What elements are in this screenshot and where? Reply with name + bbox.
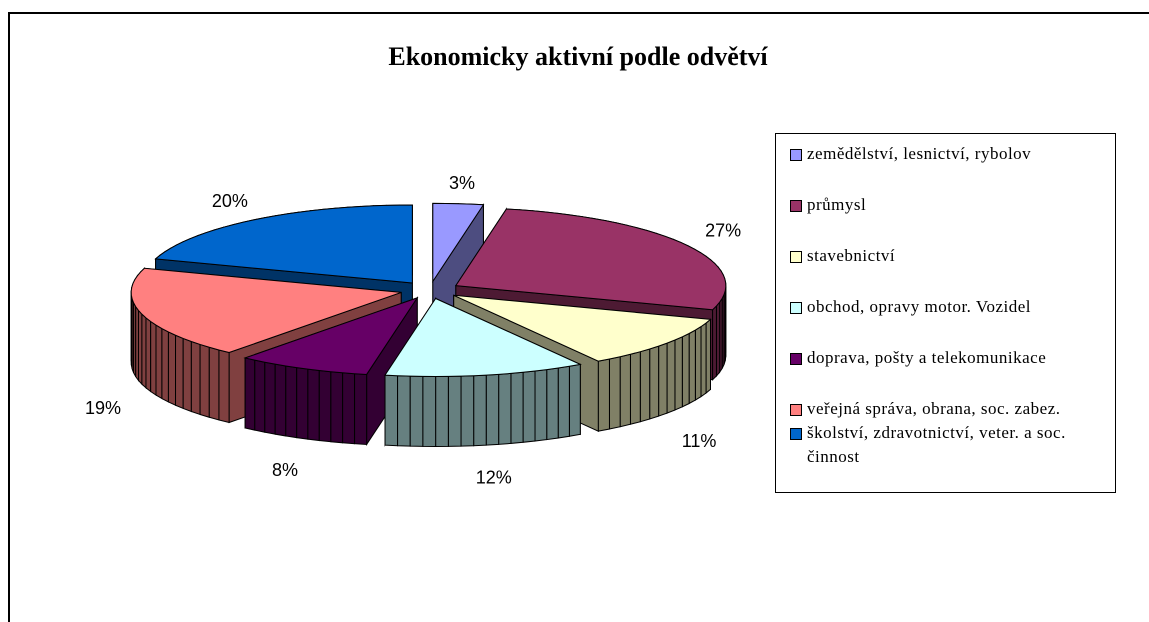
slice-side [409, 375, 424, 447]
slice-side [342, 372, 356, 445]
legend-swatch [790, 353, 802, 365]
slice-side [141, 313, 147, 390]
slice-side [199, 343, 210, 418]
slice-side [649, 345, 660, 420]
legend-label: průmysl [807, 195, 867, 214]
slice-side [485, 373, 500, 446]
legend-swatch [790, 404, 802, 416]
slice [154, 204, 413, 284]
legend-label: obchod, opravy motor. Vozidel [807, 297, 1031, 316]
legend-label: veřejná správa, obrana, soc. zabez. [807, 399, 1061, 418]
slice-side [688, 329, 696, 405]
chart-title: Ekonomicky aktivní podle odvětví [388, 42, 768, 71]
slice [453, 294, 712, 362]
legend-label: zemědělství, lesnictví, rybolov [807, 144, 1032, 163]
value-label: 20% [212, 191, 248, 211]
legend-label: stavebnictví [807, 246, 896, 265]
slice-side [473, 374, 487, 447]
legend-swatch [790, 302, 802, 314]
slice-side [674, 336, 683, 411]
slice-side [705, 318, 711, 395]
value-label: 3% [449, 173, 475, 193]
value-label: 11% [682, 431, 717, 451]
slice-side [658, 342, 668, 417]
legend: zemědělství, lesnictví, rybolov průmysl st… [775, 133, 1116, 493]
value-label: 8% [272, 460, 298, 480]
slice-side [639, 348, 651, 423]
legend-item: zemědělství, lesnictví, rybolov [790, 142, 1107, 166]
slice-side [244, 357, 256, 431]
slice-side [254, 359, 266, 433]
slice-side [447, 375, 462, 447]
slice-side [498, 372, 512, 445]
slice-side [546, 367, 559, 441]
slice-side [666, 339, 676, 414]
slice-group [384, 296, 582, 448]
slice [130, 267, 402, 354]
slice-side [145, 316, 152, 393]
slice-side [150, 320, 157, 397]
slice-side [700, 322, 707, 398]
legend-swatch [790, 200, 802, 212]
slice-side [694, 325, 702, 401]
slice-side [274, 363, 287, 437]
slice-side [155, 324, 163, 400]
legend-label: školství, zdravotnictví, veter. a soc. č… [807, 423, 1066, 466]
legend-swatch [790, 251, 802, 263]
slice-side [285, 365, 298, 439]
legend-item: školství, zdravotnictví, veter. a soc. č… [790, 421, 1107, 469]
slice-side [629, 351, 641, 425]
slice-side [510, 371, 524, 444]
slice-side [597, 358, 610, 432]
slice-side [137, 309, 143, 386]
value-label: 27% [705, 221, 741, 241]
slice-side [175, 334, 184, 410]
legend-label: doprava, pošty a telekomunikace [807, 348, 1047, 367]
slice [243, 296, 419, 375]
slice-side [161, 327, 169, 403]
slice [432, 202, 485, 284]
slice-side [435, 375, 449, 448]
slice-side [354, 373, 368, 445]
slice-side [330, 371, 344, 444]
slice [454, 208, 727, 311]
slice-side [568, 363, 581, 437]
slice-side [318, 369, 332, 443]
legend-item: stavebnictví [790, 244, 1107, 268]
slice-side [460, 375, 475, 447]
slice-side [167, 331, 177, 407]
slice-side [557, 365, 570, 439]
slice [384, 297, 582, 378]
slice-side [608, 356, 621, 430]
legend-swatch [790, 149, 802, 161]
slice-side [619, 353, 631, 428]
value-label: 19% [85, 398, 121, 418]
slice-side [522, 370, 536, 443]
slice-side [190, 340, 201, 416]
slice-side [397, 375, 411, 447]
slice-side [422, 375, 437, 448]
legend-item: průmysl [790, 193, 1107, 217]
slice-side [208, 346, 220, 421]
slice-side [681, 332, 690, 408]
slice-side [218, 349, 230, 424]
slice-side [307, 368, 320, 442]
legend-item: obchod, opravy motor. Vozidel [790, 295, 1107, 319]
slice-side [712, 304, 717, 381]
chart-border [8, 12, 1149, 622]
slice-side [182, 337, 192, 413]
legend-item: veřejná správa, obrana, soc. zabez. [790, 397, 1107, 421]
slice-side [264, 361, 276, 435]
slice-side [296, 367, 309, 440]
slice-side [534, 369, 548, 442]
pie: 3% 27% 11% 12% 8% 19% 20% [85, 173, 741, 488]
legend-swatch [790, 428, 802, 440]
value-label: 12% [476, 467, 512, 487]
slice-side [384, 374, 399, 447]
legend-item: doprava, pošty a telekomunikace [790, 346, 1107, 370]
